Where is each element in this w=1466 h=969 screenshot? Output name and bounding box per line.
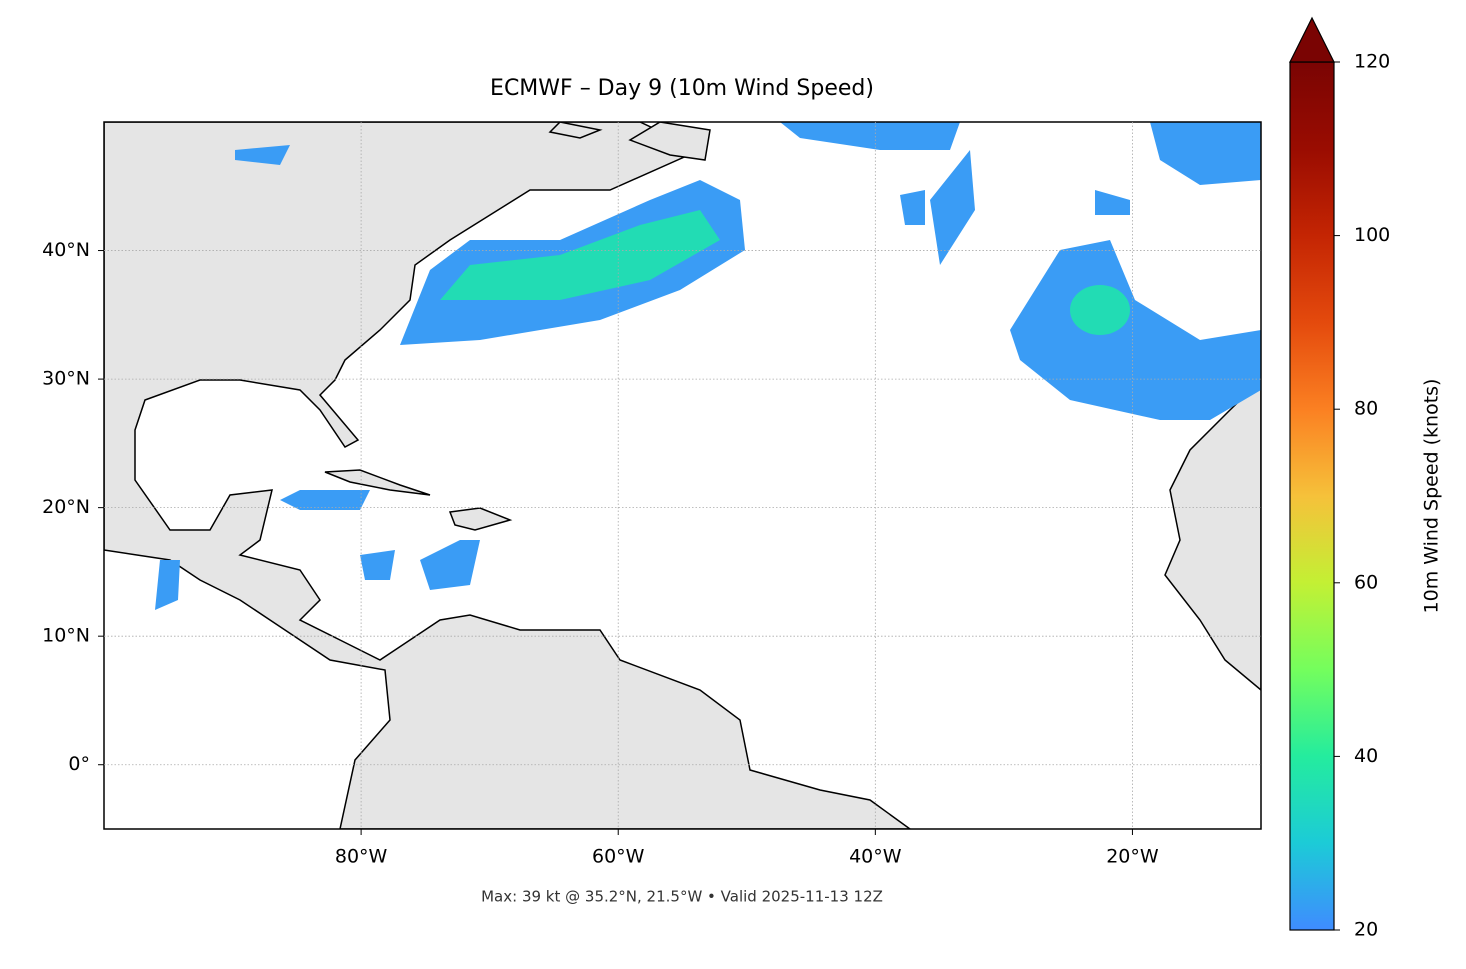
y-tick-label: 30°N <box>42 368 90 390</box>
colorbar-label: 10m Wind Speed (knots) <box>1421 379 1443 614</box>
x-tick-label: 80°W <box>335 846 388 868</box>
y-tick-label: 40°N <box>42 239 90 261</box>
africa-land <box>1164 378 1261 691</box>
colorbar-tick-label: 120 <box>1354 51 1390 73</box>
y-tick-label: 10°N <box>42 625 90 647</box>
hispaniola <box>448 507 513 531</box>
colorbar-tick-label: 20 <box>1354 919 1378 941</box>
wind-area <box>1070 285 1130 335</box>
colorbar-tick-label: 60 <box>1354 571 1378 593</box>
x-tick-label: 40°W <box>849 846 902 868</box>
y-tick-label: 20°N <box>42 496 90 518</box>
colorbar <box>1289 61 1335 931</box>
colorbar-tick-label: 80 <box>1354 398 1378 420</box>
y-tick-label: 0° <box>68 753 90 775</box>
cuba <box>324 469 431 496</box>
wind-area <box>440 210 720 300</box>
wind-area <box>155 145 480 610</box>
canada-island <box>548 122 711 161</box>
wind-area <box>1010 240 1261 420</box>
map-frame <box>103 121 1262 830</box>
map <box>104 122 1261 829</box>
colorbar-tick-label: 40 <box>1354 745 1378 767</box>
americas-land <box>104 122 912 829</box>
chart-title: ECMWF – Day 9 (10m Wind Speed) <box>490 76 874 101</box>
x-tick-label: 20°W <box>1106 846 1159 868</box>
colorbar-extension <box>1289 16 1335 63</box>
x-tick-label: 60°W <box>592 846 645 868</box>
footer: Max: 39 kt @ 35.2°N, 21.5°W • Valid 2025… <box>481 888 883 906</box>
wind-area <box>780 122 1261 265</box>
colorbar-tick-label: 100 <box>1354 224 1390 246</box>
